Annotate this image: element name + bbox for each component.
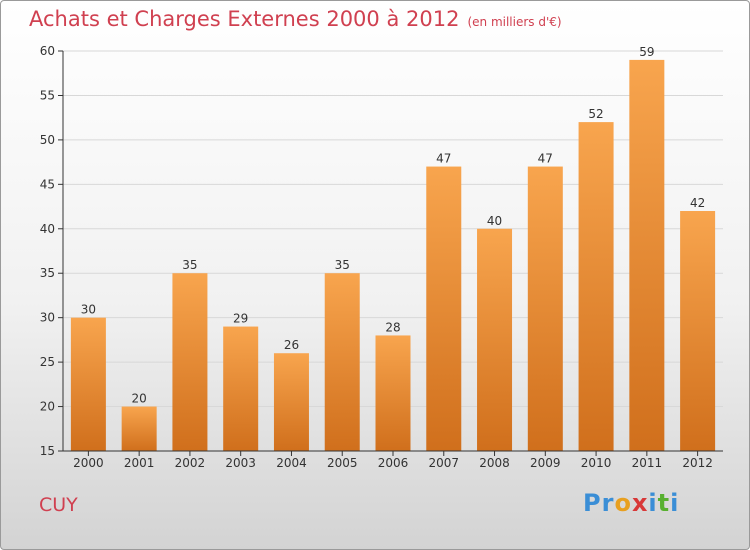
bar-2002: [172, 273, 208, 451]
logo-letter: o: [614, 489, 632, 517]
logo-letter: t: [657, 489, 671, 517]
x-tick-label-2009: 2009: [530, 456, 561, 470]
bar-2008: [477, 228, 513, 451]
x-tick-label-2004: 2004: [276, 456, 307, 470]
x-tick-label-2000: 2000: [73, 456, 104, 470]
bar-2003: [223, 326, 259, 451]
y-tick-label: 45: [40, 177, 55, 191]
chart-unit: (en milliers d'€): [467, 15, 562, 29]
data-label-2012: 42: [690, 196, 705, 210]
y-tick-label: 20: [40, 400, 55, 414]
data-label-2002: 35: [182, 258, 197, 272]
data-label-2011: 59: [639, 45, 654, 59]
data-label-2007: 47: [436, 152, 451, 166]
logo-letter: r: [601, 489, 615, 517]
bar-2012: [680, 211, 716, 451]
data-label-2005: 35: [335, 258, 350, 272]
bar-2006: [375, 335, 411, 451]
x-tick-label-2005: 2005: [327, 456, 358, 470]
data-label-2004: 26: [284, 338, 299, 352]
data-label-2000: 30: [81, 303, 96, 317]
bar-2010: [578, 122, 614, 451]
x-tick-label-2010: 2010: [581, 456, 612, 470]
bars: [70, 59, 716, 452]
town-name: CUY: [39, 494, 78, 516]
x-tick-label-2007: 2007: [428, 456, 459, 470]
x-tick-label-2011: 2011: [632, 456, 663, 470]
y-tick-label: 50: [40, 133, 55, 147]
logo-letter: i: [648, 489, 658, 517]
y-tick-label: 60: [40, 44, 55, 58]
x-tick-label-2002: 2002: [175, 456, 206, 470]
logo-letter: x: [631, 489, 649, 517]
x-tick-label-2003: 2003: [225, 456, 256, 470]
data-label-2009: 47: [538, 152, 553, 166]
bar-2004: [273, 353, 309, 451]
data-label-2001: 20: [132, 392, 147, 406]
axes: [58, 50, 723, 456]
bar-2009: [527, 166, 563, 452]
logo-letter: i: [670, 489, 680, 517]
y-tick-label: 35: [40, 266, 55, 280]
data-label-2006: 28: [385, 320, 400, 334]
x-tick-label-2008: 2008: [479, 456, 510, 470]
y-tick-label: 30: [40, 311, 55, 325]
chart-title: Achats et Charges Externes 2000 à 2012 (e…: [29, 7, 562, 31]
bar-2001: [121, 406, 157, 451]
data-label-2008: 40: [487, 214, 502, 228]
bar-2000: [70, 317, 106, 451]
x-tick-label-2006: 2006: [378, 456, 409, 470]
bar-2007: [426, 166, 462, 452]
y-tick-label: 15: [40, 444, 55, 458]
y-tick-label: 55: [40, 88, 55, 102]
bar-2011: [629, 59, 665, 452]
proxiti-logo: Proxiti: [583, 489, 679, 517]
logo-letter: P: [583, 489, 602, 517]
y-tick-label: 40: [40, 222, 55, 236]
data-label-2010: 52: [588, 107, 603, 121]
data-label-2003: 29: [233, 312, 248, 326]
bar-2005: [324, 273, 360, 451]
x-tick-label-2012: 2012: [682, 456, 713, 470]
labels: 15 20 25 30 35 40 45 50 55 60 30 2000 20 2001 35 2002 29…: [40, 44, 713, 470]
x-tick-label-2001: 2001: [124, 456, 155, 470]
y-tick-label: 25: [40, 355, 55, 369]
